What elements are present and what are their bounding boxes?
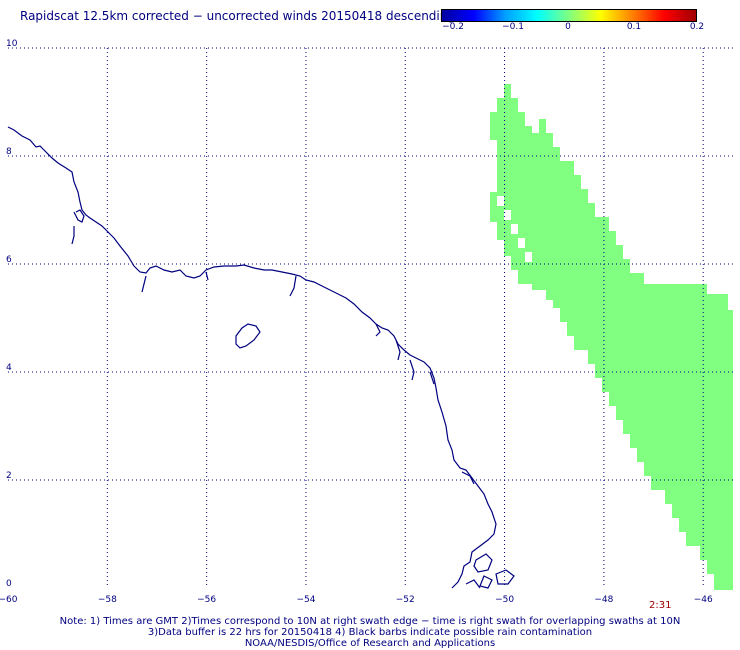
lat-tick-label: 2 bbox=[6, 471, 12, 481]
swath-time-label: 2:31 bbox=[649, 600, 672, 611]
lon-tick-label: −60 bbox=[0, 595, 18, 605]
note-line-2: 3)Data buffer is 22 hrs for 20150418 4) … bbox=[147, 627, 593, 638]
lon-tick-label: −58 bbox=[98, 595, 117, 605]
lat-tick-label: 6 bbox=[6, 255, 12, 265]
lat-tick-label: 4 bbox=[6, 363, 12, 373]
colorbar-tick: 0.2 bbox=[689, 22, 705, 32]
lat-tick-label: 0 bbox=[6, 579, 12, 589]
lon-tick-label: −52 bbox=[396, 595, 415, 605]
note-line-1: Note: 1) Times are GMT 2)Times correspon… bbox=[59, 616, 681, 627]
colorbar-tick: 0 bbox=[565, 22, 571, 32]
graticule bbox=[8, 47, 733, 588]
lon-tick-label: −56 bbox=[197, 595, 216, 605]
chart-title: Rapidscat 12.5km corrected − uncorrected… bbox=[20, 9, 455, 23]
coastline bbox=[7, 126, 515, 589]
colorbar bbox=[441, 9, 697, 22]
colorbar-tick: 0.1 bbox=[626, 22, 642, 32]
lon-tick-label: −46 bbox=[694, 595, 713, 605]
colorbar-tick: −0.1 bbox=[502, 22, 524, 32]
lat-tick-label: 8 bbox=[6, 147, 12, 157]
lon-tick-label: −48 bbox=[594, 595, 613, 605]
colorbar-tick: −0.2 bbox=[442, 22, 464, 32]
lat-tick-label: 10 bbox=[6, 39, 18, 49]
axis-labels: −60 −58 −56 −54 −52 −50 −48 −46 0 2 4 6 8 10 bbox=[0, 39, 713, 605]
lon-tick-label: −50 bbox=[495, 595, 514, 605]
lon-tick-label: −54 bbox=[296, 595, 315, 605]
wind-difference-swath bbox=[490, 84, 733, 590]
note-line-3: NOAA/NESDIS/Office of Research and Appli… bbox=[244, 638, 496, 649]
